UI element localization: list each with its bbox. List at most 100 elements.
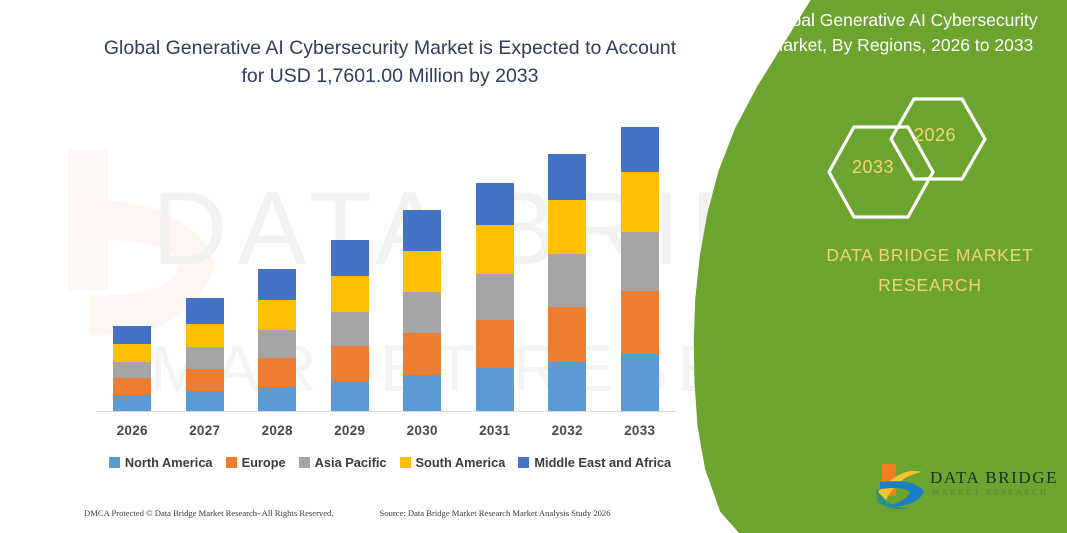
bar-segment — [620, 126, 659, 172]
bar-stack-2027 — [185, 297, 224, 411]
legend-label: Europe — [241, 455, 286, 470]
bar-stack-2033 — [620, 126, 659, 411]
bar-segment — [548, 254, 587, 307]
bar-segment — [258, 329, 297, 359]
bar-stack-2028 — [258, 269, 297, 411]
x-axis-label: 2030 — [406, 423, 438, 438]
footer-source: Source: Data Bridge Market Research Mark… — [379, 508, 611, 518]
bar-stack-2032 — [548, 154, 587, 411]
bar-group — [96, 120, 676, 411]
bar-segment — [113, 378, 152, 395]
bar-segment — [258, 269, 297, 301]
bar-segment — [185, 324, 224, 348]
logo-sub-text: MARKET RESEARCH — [932, 488, 1049, 497]
panel-brand-line2: RESEARCH — [878, 275, 982, 295]
bar-column — [604, 120, 677, 411]
bar-segment — [258, 358, 297, 387]
x-axis-label: 2026 — [116, 423, 148, 438]
bar-segment — [620, 232, 659, 292]
legend-item[interactable]: Europe — [225, 455, 286, 470]
bar-column — [386, 120, 459, 411]
data-bridge-mark-icon — [876, 464, 924, 510]
bar-column — [459, 120, 532, 411]
bar-column — [314, 120, 387, 411]
data-bridge-logo: DATA BRIDGE MARKET RESEARCH — [872, 462, 1057, 514]
legend-item[interactable]: Middle East and Africa — [518, 455, 671, 470]
bar-stack-2030 — [403, 210, 442, 411]
legend-swatch-icon — [518, 457, 530, 468]
bar-segment — [113, 326, 152, 345]
x-axis-line — [96, 411, 676, 412]
bar-segment — [620, 171, 659, 233]
bar-segment — [113, 361, 152, 379]
legend-label: South America — [415, 455, 506, 470]
bar-segment — [258, 300, 297, 330]
x-axis-label: 2032 — [551, 423, 583, 438]
bar-segment — [475, 319, 514, 369]
bar-column — [96, 120, 169, 411]
chart-title: Global Generative AI Cybersecurity Marke… — [103, 37, 677, 87]
bar-segment — [475, 182, 514, 226]
bar-segment — [258, 386, 297, 411]
bar-column — [169, 120, 242, 411]
legend-item[interactable]: South America — [399, 455, 506, 470]
logo-main-text: DATA BRIDGE — [930, 468, 1059, 487]
legend-label: North America — [124, 455, 213, 470]
hexagon-2026-label: 2026 — [914, 125, 957, 145]
bar-segment — [548, 361, 587, 411]
bar-segment — [548, 306, 587, 362]
bar-segment — [185, 369, 224, 392]
x-axis-label: 2027 — [189, 423, 221, 438]
bar-segment — [330, 239, 369, 276]
x-axis-labels: 2026 2027 2028 2029 2030 2031 2032 2033 — [96, 423, 676, 438]
legend-label: Middle East and Africa — [534, 455, 672, 470]
bar-segment — [113, 394, 152, 411]
legend-item[interactable]: Asia Pacific — [298, 455, 387, 470]
legend-swatch-icon — [225, 457, 237, 468]
bar-segment — [330, 381, 369, 411]
bar-column — [531, 120, 604, 411]
hexagon-2033-icon — [827, 125, 935, 219]
bar-stack-2026 — [113, 326, 152, 411]
bar-segment — [403, 210, 442, 251]
bar-segment — [330, 312, 369, 347]
bar-segment — [330, 275, 369, 313]
footer: DMCA Protected © Data Bridge Market Rese… — [84, 508, 684, 518]
legend-item[interactable]: North America — [108, 455, 213, 470]
bar-segment — [620, 353, 659, 411]
bar-segment — [403, 374, 442, 411]
bar-segment — [113, 344, 152, 362]
x-axis-label: 2031 — [479, 423, 511, 438]
panel-brand-text: DATA BRIDGE MARKET RESEARCH — [790, 240, 1067, 300]
legend-swatch-icon — [298, 457, 310, 468]
bar-segment — [185, 297, 224, 325]
bar-segment — [330, 346, 369, 382]
bar-column — [241, 120, 314, 411]
bar-segment — [185, 347, 224, 370]
legend-label: Asia Pacific — [314, 455, 387, 470]
panel-brand-line1: DATA BRIDGE MARKET — [826, 245, 1034, 265]
bar-segment — [475, 225, 514, 274]
bar-segment — [620, 291, 659, 354]
bar-segment — [548, 200, 587, 254]
x-axis-label: 2028 — [261, 423, 293, 438]
legend-swatch-icon — [108, 457, 120, 468]
bar-segment — [403, 250, 442, 293]
bar-segment — [475, 368, 514, 411]
bar-segment — [403, 333, 442, 375]
bar-segment — [185, 391, 224, 411]
bar-stack-2029 — [330, 239, 369, 411]
panel-heading: Global Generative AI Cybersecurity Marke… — [764, 10, 1038, 55]
hexagon-group: 2033 2026 — [826, 96, 996, 219]
x-axis-label: 2029 — [334, 423, 366, 438]
bar-segment — [548, 154, 587, 201]
footer-copyright: DMCA Protected © Data Bridge Market Rese… — [84, 508, 334, 518]
legend-swatch-icon — [399, 457, 411, 468]
hexagon-2033-label: 2033 — [852, 157, 895, 177]
hexagon-2026-icon — [889, 97, 987, 181]
bar-stack-2031 — [475, 182, 514, 411]
bar-segment — [403, 292, 442, 334]
chart-legend: North America Europe Asia Pacific South Ame… — [90, 455, 690, 470]
x-axis-label: 2033 — [624, 423, 656, 438]
